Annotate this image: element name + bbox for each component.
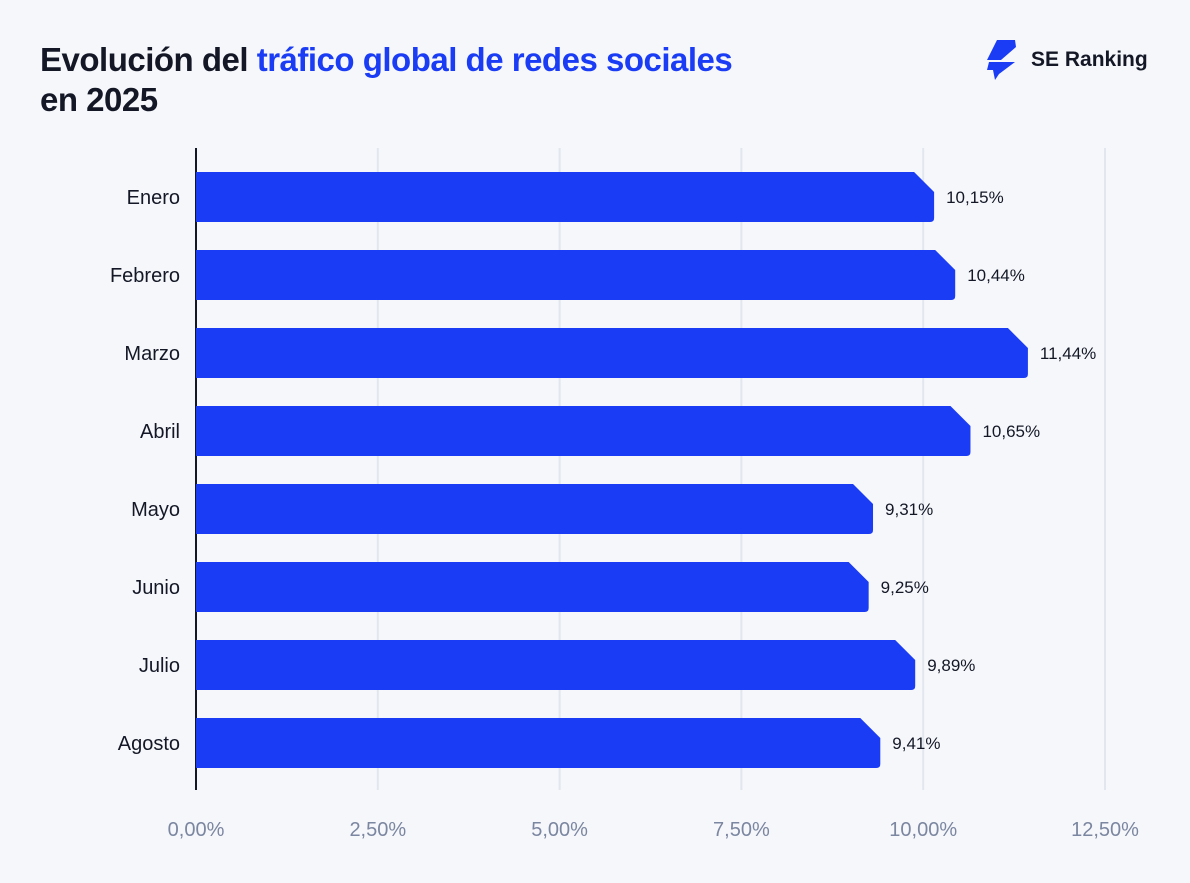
bar [196,718,881,768]
category-label: Julio [139,655,180,677]
category-label: Marzo [124,343,180,365]
brand-name: SE Ranking [1031,48,1148,71]
title-highlight: tráfico global de redes sociales [256,41,733,78]
chart-title: Evolución del tráfico global de redes so… [40,40,733,120]
x-tick-label: 7,50% [713,819,770,841]
title-text: Evolución del [40,41,257,78]
bar [196,172,935,222]
se-ranking-logo-icon [987,40,1016,80]
data-label: 9,41% [892,734,940,753]
bar [196,562,869,612]
data-label: 10,15% [946,188,1004,207]
data-label: 11,44% [1040,344,1096,363]
category-label: Enero [127,187,180,209]
brand-logo: SE Ranking [985,40,1148,80]
category-label: Agosto [118,733,180,755]
x-tick-label: 5,00% [531,819,588,841]
title-line2: en 2025 [40,81,158,118]
data-label: 9,31% [885,500,933,519]
bar [196,484,874,534]
data-label: 10,65% [982,422,1040,441]
bar [196,328,1028,378]
data-label: 9,89% [927,656,975,675]
x-tick-label: 2,50% [349,819,406,841]
category-label: Mayo [131,499,180,521]
x-tick-label: 10,00% [889,819,957,841]
x-tick-label: 0,00% [168,819,225,841]
bar [196,406,971,456]
bar [196,640,916,690]
bar [196,250,956,300]
category-label: Abril [140,421,180,443]
category-label: Febrero [110,265,180,287]
data-label: 9,25% [881,578,929,597]
category-label: Junio [132,577,180,599]
data-label: 10,44% [967,266,1025,285]
x-tick-label: 12,50% [1071,819,1139,841]
